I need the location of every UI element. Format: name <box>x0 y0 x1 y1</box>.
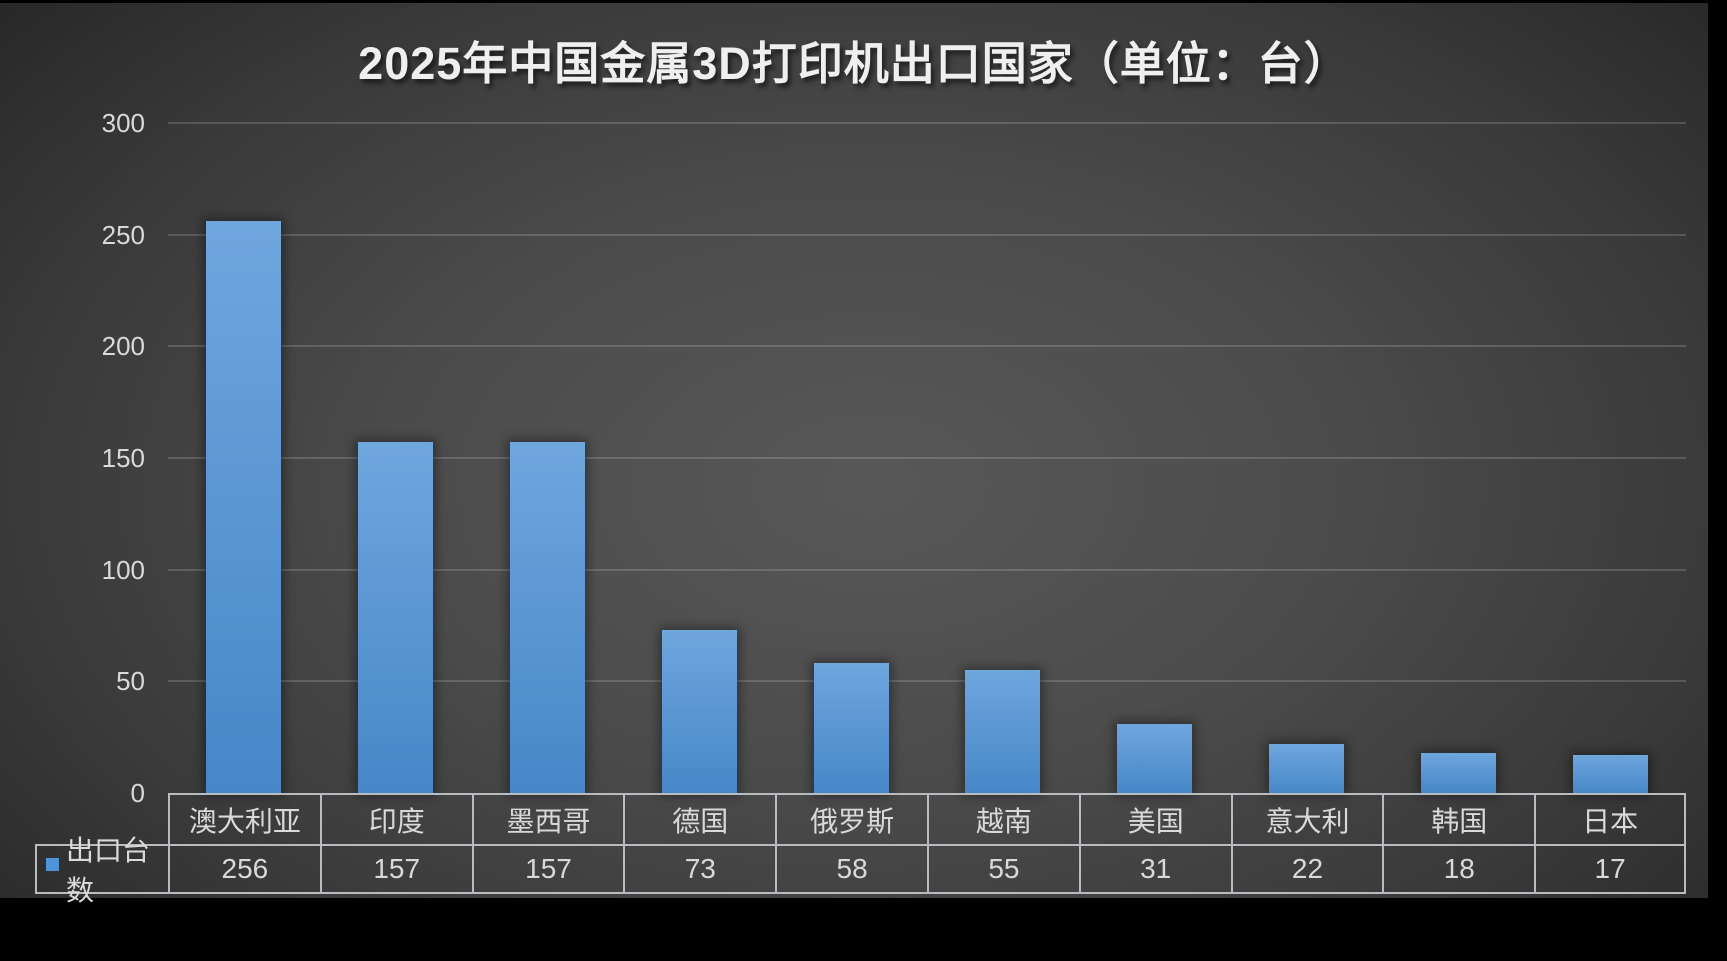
gridline-50 <box>168 680 1686 683</box>
legend-series-label: 出口台数 <box>66 835 151 906</box>
category-cell: 印度 <box>319 793 472 844</box>
value-cell: 31 <box>1078 844 1231 894</box>
category-cell: 俄罗斯 <box>775 793 927 844</box>
y-axis-tick-label: 250 <box>101 219 145 250</box>
bar-俄罗斯 <box>813 663 889 793</box>
value-cell: 58 <box>775 844 927 894</box>
value-cell: 22 <box>1230 844 1383 894</box>
chart-title: 2025年中国金属3D打印机出口国家（单位：台） <box>358 38 1350 89</box>
category-cell: 韩国 <box>1382 793 1535 844</box>
bar-美国 <box>1117 723 1193 793</box>
bar-墨西哥 <box>510 442 585 793</box>
category-cell: 美国 <box>1078 793 1231 844</box>
chart-canvas: 2025年中国金属3D打印机出口国家（单位：台） 0 50 100 150 200 250… <box>0 3 1708 906</box>
gridline-200 <box>168 345 1686 348</box>
bar-意大利 <box>1269 743 1344 793</box>
value-cell: 55 <box>927 844 1079 894</box>
value-cell: 17 <box>1534 844 1686 894</box>
y-axis-tick-label: 150 <box>101 443 145 473</box>
bar-澳大利亚 <box>206 221 282 793</box>
value-cell: 73 <box>623 844 776 894</box>
gridline-100 <box>168 568 1686 571</box>
gridline-150 <box>168 457 1686 459</box>
category-cell: 德国 <box>623 793 776 844</box>
y-axis-tick-label: 300 <box>101 108 145 138</box>
bar-韩国 <box>1420 752 1496 793</box>
gridline-300 <box>168 122 1686 124</box>
value-cell: 157 <box>319 844 472 894</box>
value-cell: 18 <box>1382 844 1535 894</box>
y-axis-tick-label: 100 <box>101 554 145 585</box>
category-cell: 澳大利亚 <box>168 793 320 844</box>
legend-cell: 出口台数 <box>35 835 168 906</box>
category-cell: 墨西哥 <box>471 793 624 844</box>
bar-日本 <box>1572 755 1648 793</box>
value-cell: 157 <box>471 844 624 894</box>
value-cell: 256 <box>168 844 320 894</box>
bar-印度 <box>358 442 434 793</box>
gridline-250 <box>168 233 1686 236</box>
legend-marker-icon <box>46 857 59 871</box>
y-axis-tick-label: 200 <box>101 331 145 362</box>
category-cell: 日本 <box>1534 793 1686 844</box>
bar-德国 <box>661 629 737 793</box>
bar-越南 <box>965 670 1041 793</box>
category-cell: 意大利 <box>1230 793 1383 844</box>
y-axis-tick-label: 50 <box>116 666 145 697</box>
category-cell: 越南 <box>927 793 1079 844</box>
y-axis-tick-label: 0 <box>130 778 145 808</box>
